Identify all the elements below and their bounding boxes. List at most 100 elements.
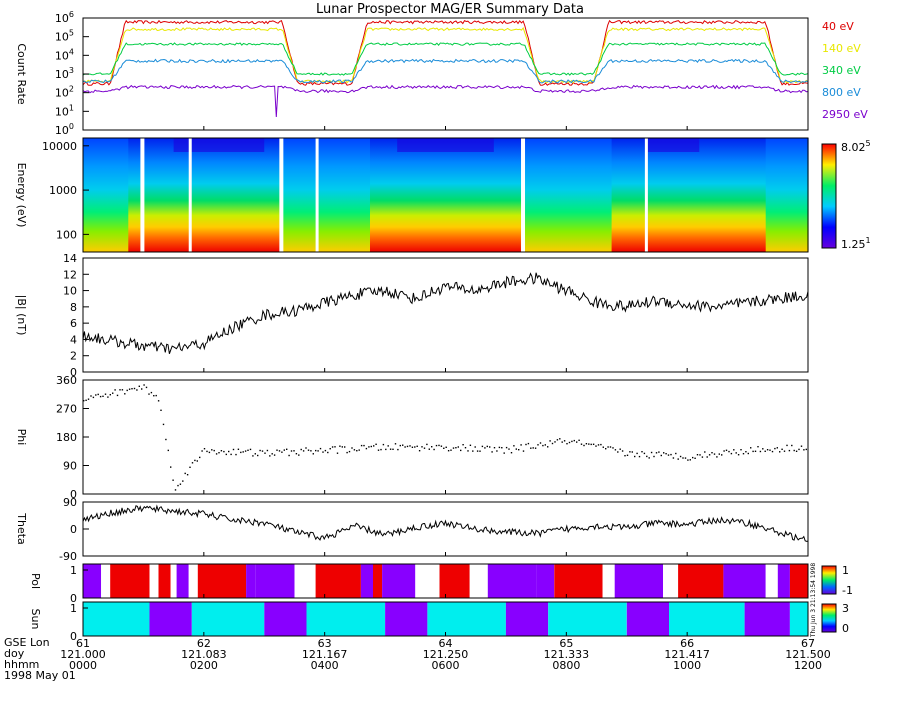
- phi-point: [87, 398, 90, 400]
- phi-point: [247, 449, 249, 451]
- chart-title: Lunar Prospector MAG/ER Summary Data: [316, 2, 584, 17]
- phi-point: [402, 444, 404, 446]
- spectrogram-column: [596, 138, 601, 252]
- sun-segment-0: [83, 602, 150, 636]
- phi-point: [109, 394, 111, 396]
- phi-point: [641, 451, 643, 453]
- phi-point: [747, 452, 749, 455]
- spectrogram-column: [95, 138, 99, 252]
- phi-point: [160, 409, 162, 411]
- count-rate-series-0: [82, 19, 809, 86]
- spectrogram-column: [231, 138, 235, 252]
- spectrogram-column: [608, 138, 613, 252]
- phi-point: [295, 453, 298, 455]
- spectrogram-column: [288, 138, 293, 252]
- spectrogram-column: [264, 138, 268, 252]
- spectrogram-column: [342, 138, 347, 252]
- phi-point: [733, 449, 735, 451]
- phi-point: [762, 448, 764, 450]
- time-tick-lon-0: 61: [76, 637, 90, 650]
- spectrogram-column: [200, 138, 205, 252]
- count-rate-series-2: [82, 42, 809, 76]
- phi-point: [578, 439, 580, 441]
- phi-point: [286, 448, 288, 450]
- phi-panel: [82, 379, 809, 495]
- spectrogram-ytick-label-0: 100: [56, 228, 77, 241]
- spectrogram-column: [460, 138, 465, 252]
- phi-point: [191, 462, 194, 464]
- phi-point: [624, 455, 626, 457]
- phi-point: [800, 445, 803, 447]
- pol-segment-30: [789, 564, 808, 598]
- spectrogram-column: [572, 138, 577, 252]
- phi-point: [696, 454, 699, 456]
- spectrogram-column: [705, 138, 709, 252]
- time-axis-row-doy-label: doy: [4, 647, 25, 660]
- spectrogram-column: [330, 138, 335, 252]
- theta-line: [82, 504, 809, 542]
- sun-panel: [82, 601, 809, 637]
- phi-point: [90, 395, 92, 397]
- spectrogram-column: [666, 138, 670, 252]
- spectrogram-column: [557, 138, 561, 252]
- bfield-ytick-label-6: 12: [63, 268, 77, 281]
- phi-point: [307, 449, 310, 451]
- phi-point: [571, 440, 573, 443]
- spectrogram-column: [641, 138, 646, 252]
- spectrogram-column: [675, 138, 679, 252]
- spectrogram-column: [173, 138, 178, 252]
- phi-point: [716, 456, 718, 458]
- phi-point: [252, 455, 254, 457]
- sun-colorbar-max: 3: [842, 602, 849, 615]
- spectrogram-column: [678, 138, 682, 252]
- spectrogram-column: [735, 138, 740, 252]
- phi-point: [612, 447, 614, 449]
- pol-ylabel: Pol: [29, 573, 42, 589]
- bfield-ylabel: |B| (nT): [15, 295, 28, 336]
- count-rate-ytick-label-6: 106: [55, 10, 74, 25]
- pol-colorbar: [821, 565, 837, 595]
- phi-point: [476, 450, 479, 452]
- spectrogram-column: [663, 138, 667, 252]
- spectrogram-column: [672, 138, 676, 252]
- phi-point: [706, 456, 708, 458]
- phi-point: [298, 454, 300, 456]
- phi-point: [228, 450, 230, 453]
- phi-point: [112, 392, 114, 394]
- count-rate-legend-0: 40 eV: [822, 20, 854, 33]
- phi-point: [232, 448, 235, 451]
- spectrogram-column: [176, 138, 181, 252]
- spectrogram-column: [427, 138, 432, 252]
- phi-point: [607, 446, 609, 448]
- spectrogram-data-gap: [521, 138, 526, 252]
- phi-point: [107, 396, 109, 398]
- spectrogram-column: [143, 138, 148, 252]
- phi-point: [619, 448, 621, 450]
- spectrogram-column: [351, 138, 356, 252]
- phi-point: [150, 391, 153, 394]
- spectrogram-column: [300, 138, 305, 252]
- phi-point: [271, 453, 273, 455]
- phi-point: [155, 394, 157, 397]
- spectrogram-column: [632, 138, 637, 252]
- phi-point: [300, 448, 302, 451]
- spectrogram-colorbar-min: 1.251: [841, 236, 871, 251]
- phi-point: [805, 448, 807, 451]
- time-tick-lon-4: 65: [559, 637, 573, 650]
- phi-point: [249, 448, 252, 451]
- spectrogram-column: [481, 138, 486, 252]
- sun-colorbar-min: 0: [842, 622, 849, 635]
- spectrogram-column: [436, 138, 441, 252]
- sun-segment-2: [191, 602, 265, 636]
- phi-point: [585, 443, 588, 445]
- phi-point: [199, 456, 201, 459]
- spectrogram-data-gap: [188, 138, 192, 252]
- phi-point: [542, 444, 544, 447]
- time-tick-hhmm-4: 0800: [552, 659, 580, 672]
- phi-point: [293, 450, 295, 452]
- phi-point: [322, 451, 324, 453]
- spectrogram-column: [339, 138, 344, 252]
- sun-segment-5: [385, 602, 428, 636]
- phi-point: [230, 453, 232, 456]
- phi-point: [501, 447, 503, 449]
